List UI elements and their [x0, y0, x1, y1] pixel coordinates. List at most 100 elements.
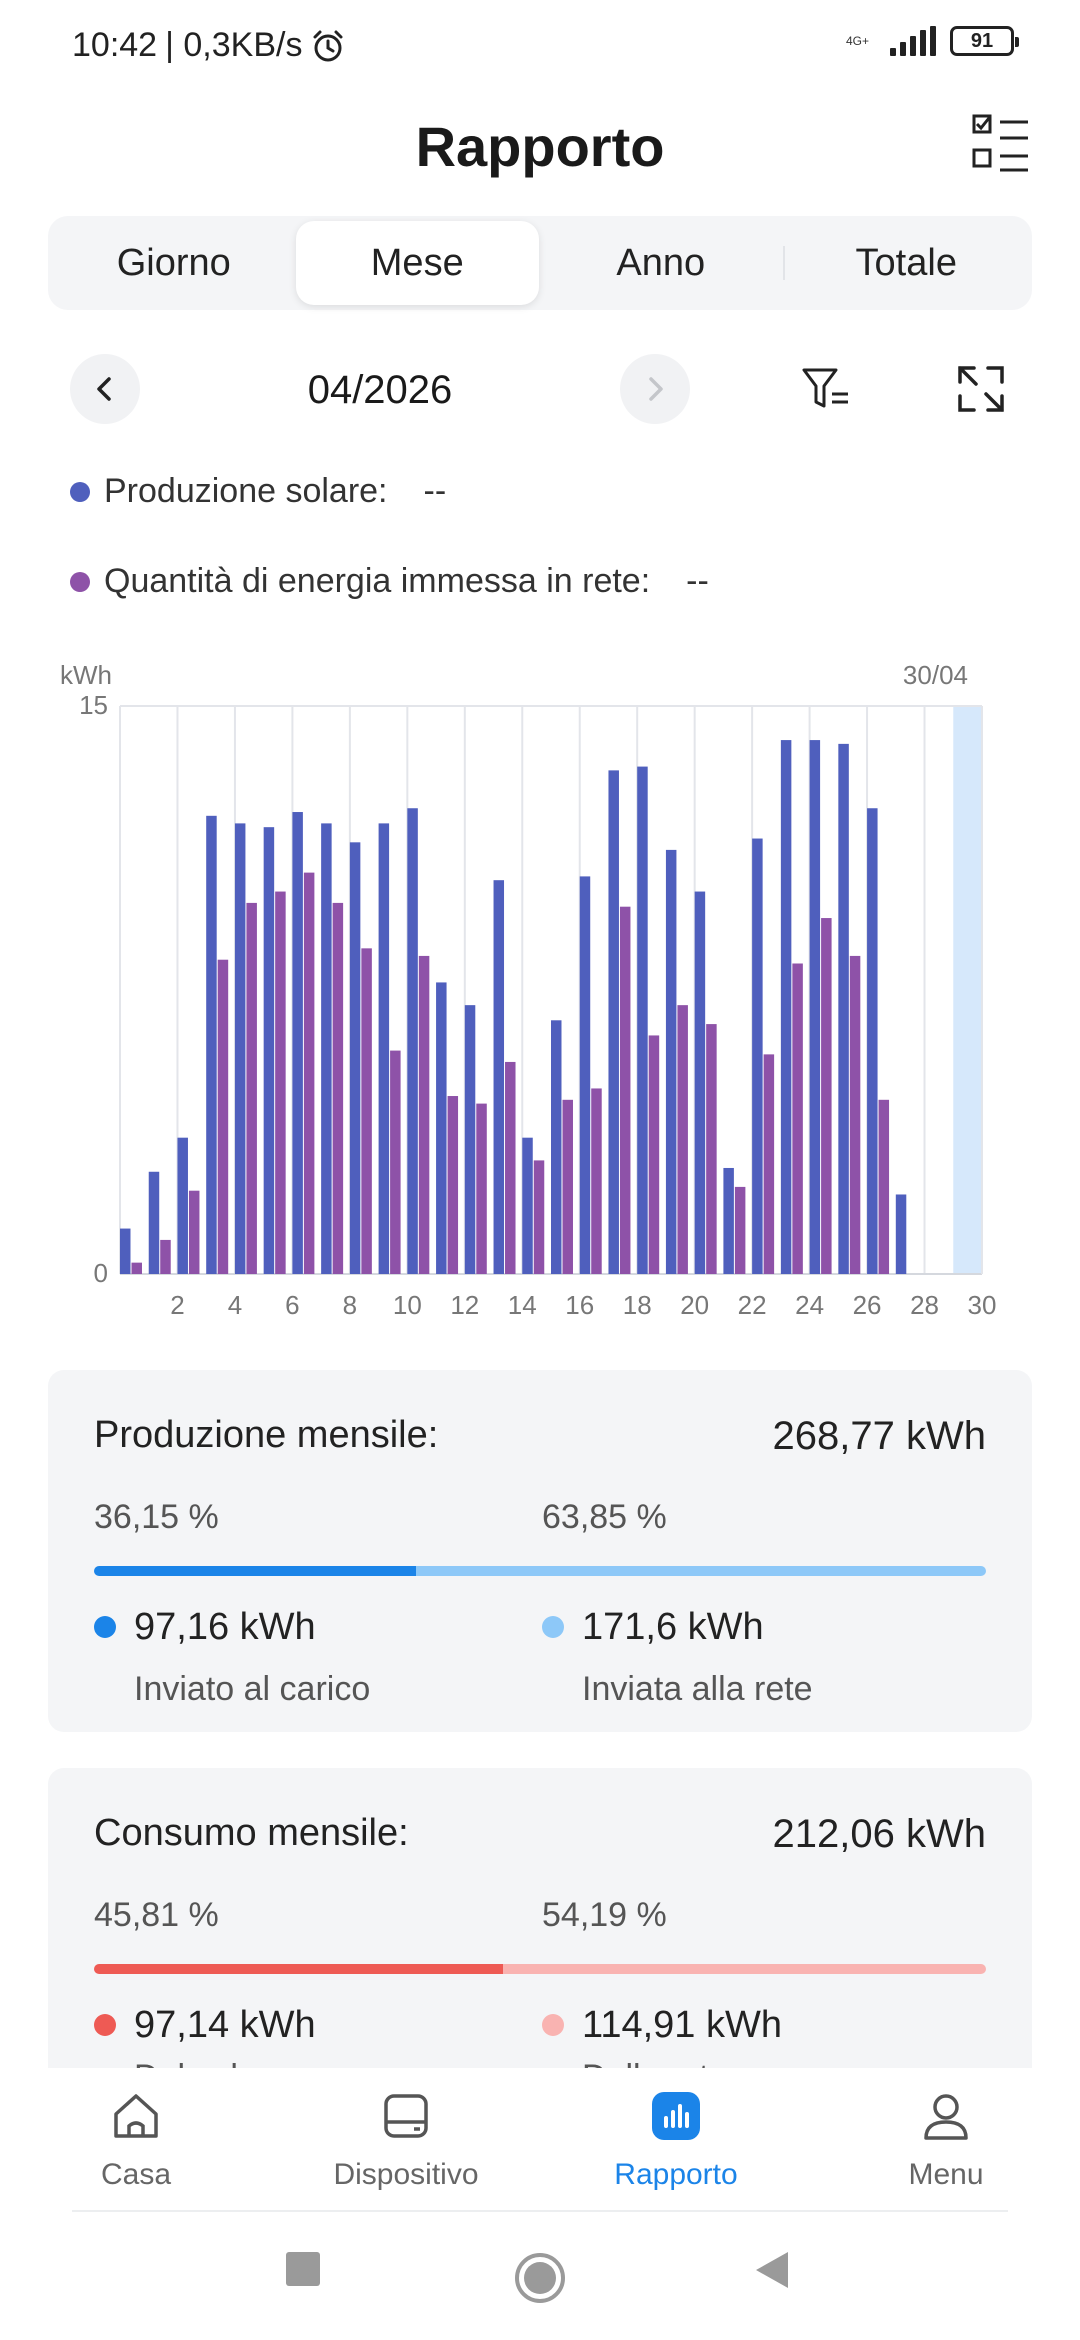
solar-production-bar — [608, 770, 619, 1274]
grid-value: 171,6 kWh — [582, 1606, 764, 1648]
solar-production-bar — [809, 740, 821, 1274]
grid-feed-bar — [591, 1088, 602, 1274]
previous-period-button[interactable] — [70, 354, 140, 424]
y-tick-label: 0 — [94, 1258, 108, 1288]
solar-production-bar — [436, 982, 447, 1274]
grid-feed-bar — [878, 1099, 890, 1274]
solar-production-bar — [637, 766, 648, 1274]
grid-feed-bar — [763, 1054, 775, 1274]
split-bar-right — [502, 1964, 986, 1974]
next-period-button[interactable] — [620, 354, 690, 424]
battery-icon: 91 — [950, 26, 1019, 56]
x-tick-label: 4 — [228, 1290, 242, 1320]
grid-feed-bar — [361, 948, 372, 1274]
x-tick-label: 24 — [795, 1290, 824, 1320]
legend-dot — [94, 1616, 116, 1638]
status-speed: | 0,3KB/s — [165, 26, 303, 64]
fullscreen-icon[interactable] — [956, 364, 1006, 414]
card-title: Consumo mensile: — [94, 1812, 409, 1854]
grid-feed-bar — [418, 955, 430, 1274]
grid-feed-bar — [792, 963, 803, 1274]
production-split-bar — [94, 1566, 986, 1576]
grid-feed-bar — [131, 1262, 142, 1274]
solar-production-bar — [177, 1137, 188, 1274]
left-percent: 36,15 % — [94, 1498, 219, 1536]
x-tick-label: 6 — [285, 1290, 299, 1320]
recents-button[interactable] — [284, 2250, 324, 2290]
monthly-energy-chart[interactable]: kWh 30/04 15 0 2 4 6 8 10 12 14 16 18 20 22 24 26 28 30 — [0, 650, 1080, 1330]
nav-menu[interactable]: Menu — [836, 2088, 1056, 2192]
nav-rapporto[interactable]: Rapporto — [566, 2088, 786, 2192]
nav-label: Menu — [908, 2158, 984, 2191]
nav-label: Dispositivo — [333, 2158, 479, 2191]
nav-casa[interactable]: Casa — [26, 2088, 246, 2192]
chevron-right-icon — [649, 377, 663, 401]
x-tick-label: 26 — [853, 1290, 882, 1320]
grid-feed-bar — [706, 1024, 717, 1274]
tab-label: Mese — [370, 241, 464, 284]
solar-production-bar — [752, 838, 763, 1274]
grid-feed-bar — [734, 1186, 746, 1274]
x-tick-label: 8 — [343, 1290, 357, 1320]
solar-production-bar — [321, 823, 332, 1274]
solar-value: 97,14 kWh — [134, 2004, 316, 2046]
solar-production-bar — [780, 740, 792, 1274]
home-icon — [108, 2088, 164, 2144]
split-bar-right — [416, 1566, 986, 1576]
page-title: Rapporto — [415, 115, 665, 178]
network-type: 4G+ — [846, 34, 870, 48]
filter-icon[interactable] — [800, 364, 852, 416]
solar-production-bar — [551, 1020, 562, 1274]
solar-production-bar — [522, 1137, 533, 1274]
split-bar-left — [94, 1566, 417, 1576]
selected-date-label: 30/04 — [903, 660, 968, 690]
legend-dot — [542, 2014, 564, 2036]
grid-feed-bar — [821, 918, 832, 1274]
legend-dot — [70, 481, 90, 502]
chevron-left-icon — [97, 377, 111, 401]
home-button[interactable] — [512, 2250, 568, 2306]
solar-production-bar — [867, 808, 878, 1274]
legend-label: Produzione solare: — [104, 472, 388, 510]
right-percent: 63,85 % — [542, 1498, 667, 1536]
app-header: Rapporto — [0, 96, 1080, 206]
legend-solar-production: Produzione solare: -- — [70, 472, 446, 511]
selected-day-band — [953, 706, 982, 1274]
grid-feed-bar — [476, 1103, 487, 1274]
x-tick-label: 10 — [393, 1290, 422, 1320]
x-tick-label: 12 — [450, 1290, 479, 1320]
legend-dot — [542, 1616, 564, 1638]
battery-level: 91 — [970, 29, 994, 52]
date-navigator: 04/2026 — [0, 350, 1080, 430]
solar-production-bar — [694, 891, 706, 1274]
tab-giorno[interactable]: Giorno — [52, 221, 296, 305]
back-button[interactable] — [752, 2250, 792, 2290]
legend-dot — [70, 571, 90, 592]
legend-label: Quantità di energia immessa in rete: — [104, 562, 651, 600]
grid-feed-bar — [390, 1050, 401, 1274]
tab-anno[interactable]: Anno — [539, 221, 783, 305]
solar-production-bar — [234, 823, 246, 1274]
load-value: 97,16 kWh — [134, 1606, 316, 1648]
grid-feed-bar — [160, 1239, 171, 1274]
x-tick-label: 22 — [738, 1290, 767, 1320]
signal-icon — [890, 26, 936, 56]
nav-dispositivo[interactable]: Dispositivo — [296, 2088, 516, 2192]
grid-feed-bar — [533, 1160, 545, 1274]
x-tick-label: 16 — [565, 1290, 594, 1320]
current-period-label[interactable]: 04/2026 — [307, 368, 453, 412]
grid-feed-bar — [246, 902, 257, 1274]
nav-label: Rapporto — [614, 2158, 738, 2191]
checklist-icon[interactable] — [970, 112, 1032, 174]
tab-totale[interactable]: Totale — [785, 221, 1029, 305]
grid-feed-bar — [677, 1005, 688, 1274]
grid-feed-bar — [303, 872, 315, 1274]
tab-label: Anno — [616, 241, 706, 284]
grid-feed-bar — [619, 906, 631, 1274]
right-percent: 54,19 % — [542, 1896, 667, 1934]
solar-production-bar — [378, 823, 390, 1274]
status-right-group: 4G+ 91 — [846, 26, 1019, 56]
tab-mese[interactable]: Mese — [295, 221, 539, 305]
solar-production-bar — [464, 1005, 476, 1274]
grid-feed-bar — [447, 1096, 459, 1274]
